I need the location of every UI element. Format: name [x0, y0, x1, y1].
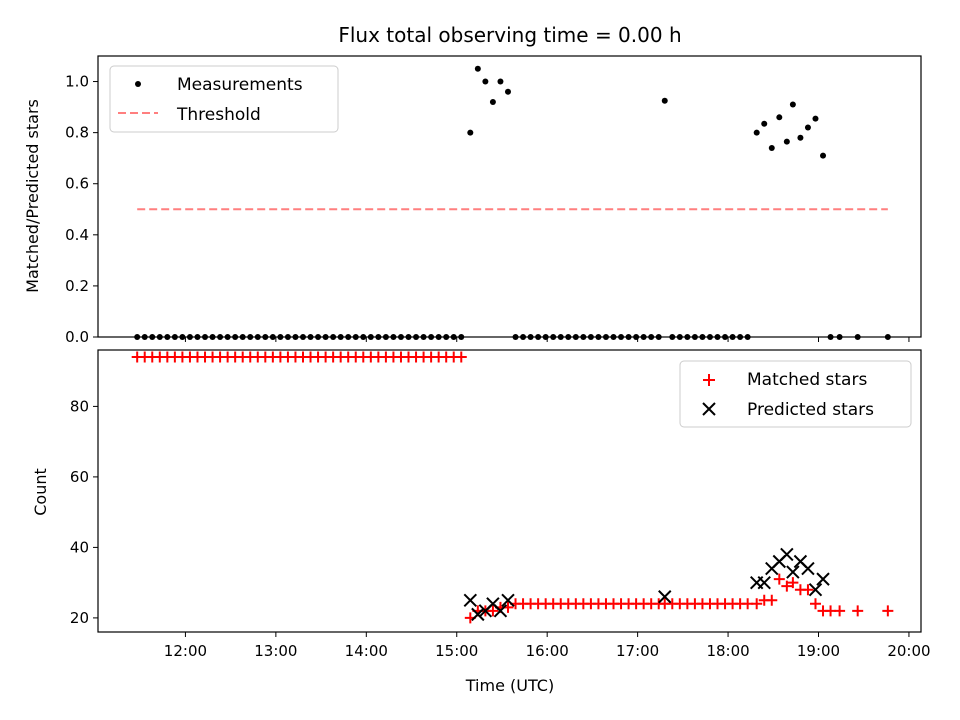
top-plot-frame	[97, 55, 922, 338]
matched-star-point	[852, 605, 864, 617]
matched-star-point	[766, 594, 778, 606]
measurement-point	[504, 88, 511, 95]
matched-star-point	[787, 577, 799, 589]
bottom-y-tick-label: 20	[70, 609, 89, 627]
bottom-y-ticks: 20 40 60 80	[70, 397, 98, 627]
top-panel: Matched/Predicted stars 0.0 0.2 0.4 0.6 0.8 1…	[23, 55, 922, 346]
matched-star-point	[455, 351, 467, 363]
legend-matched-label: Matched stars	[747, 370, 867, 390]
predicted-star-point	[757, 575, 771, 590]
matched-star-point	[882, 605, 894, 617]
x-tick-label: 18:00	[706, 642, 749, 660]
x-tick-label: 15:00	[435, 642, 478, 660]
x-tick-label: 17:00	[616, 642, 659, 660]
x-tick-label: 12:00	[164, 642, 207, 660]
matched-star-point	[781, 580, 793, 592]
measurement-point	[783, 138, 790, 145]
measurement-point	[789, 101, 796, 108]
measurement-point	[776, 114, 783, 121]
legend-measurements-marker	[135, 81, 141, 87]
legend-predicted-marker	[702, 402, 716, 416]
matched-star-point	[802, 584, 814, 596]
predicted-star-point	[786, 565, 800, 579]
bottom-y-axis-label: Count	[31, 468, 50, 516]
predicted-star-point	[808, 582, 823, 597]
top-legend: Measurements Threshold	[109, 65, 339, 133]
x-tick-label: 13:00	[254, 642, 297, 660]
legend-threshold-label: Threshold	[176, 105, 261, 125]
legend-measurements-label: Measurements	[177, 75, 303, 95]
measurement-point	[812, 115, 819, 122]
predicted-star-point	[471, 607, 485, 622]
measurement-point	[497, 78, 504, 85]
top-y-tick-label: 0.2	[65, 277, 89, 295]
matched-star-point	[834, 605, 846, 617]
matched-star-point	[773, 573, 785, 585]
measurement-point	[661, 97, 668, 104]
measurement-point	[797, 134, 804, 141]
top-legend-box	[109, 65, 339, 133]
matched-star-point	[751, 598, 763, 610]
top-y-axis-label: Matched/Predicted stars	[23, 99, 42, 293]
measurement-point	[753, 129, 760, 136]
measurement-point	[489, 98, 496, 105]
chart-title: Flux total observing time = 0.00 h	[338, 23, 681, 47]
bottom-legend: Matched stars Predicted stars	[679, 360, 912, 428]
measurement-point	[820, 152, 827, 159]
measurement-point	[467, 129, 474, 136]
bottom-x-ticks: 12:00 13:00 14:00 15:00 16:00 17:00 18:00 19:00…	[164, 632, 931, 660]
predicted-star-point	[816, 572, 830, 586]
measurement-point	[768, 144, 775, 151]
measurement-point	[804, 124, 811, 131]
bottom-legend-box	[679, 360, 912, 428]
top-y-ticks: 0.0 0.2 0.4 0.6 0.8 1.0	[65, 73, 98, 346]
measurement-point	[761, 120, 768, 127]
x-axis-label: Time (UTC)	[465, 676, 554, 695]
top-y-tick-label: 0.4	[65, 226, 89, 244]
bottom-y-tick-label: 40	[70, 538, 89, 556]
bottom-panel: Count Time (UTC) 20 40 60 80 12:00 13:00 14:0…	[31, 349, 931, 695]
predicted-star-point	[780, 547, 794, 562]
predicted-star-point	[801, 561, 815, 576]
top-y-tick-label: 0.0	[65, 328, 89, 346]
top-x-ticks	[184, 337, 910, 342]
legend-predicted-label: Predicted stars	[747, 400, 874, 420]
bottom-y-tick-label: 60	[70, 468, 89, 486]
top-y-tick-label: 0.6	[65, 175, 89, 193]
predicted-star-point	[493, 604, 508, 618]
x-tick-label: 14:00	[345, 642, 388, 660]
predicted-star-point	[463, 593, 478, 607]
predicted-star-point	[658, 590, 672, 604]
x-tick-label: 19:00	[797, 642, 840, 660]
predicted-star-point	[501, 593, 515, 607]
bottom-data-layer	[131, 351, 894, 624]
matched-star-point	[487, 605, 499, 617]
bottom-y-tick-label: 80	[70, 397, 89, 415]
top-y-tick-label: 1.0	[65, 73, 89, 91]
top-y-tick-label: 0.8	[65, 124, 89, 142]
legend-matched-marker	[703, 374, 715, 386]
x-tick-label: 20:00	[887, 642, 930, 660]
measurement-point	[482, 78, 489, 85]
x-tick-label: 16:00	[526, 642, 569, 660]
matched-star-point	[809, 598, 821, 610]
bottom-plot-frame	[97, 349, 922, 633]
measurement-point	[474, 65, 481, 72]
